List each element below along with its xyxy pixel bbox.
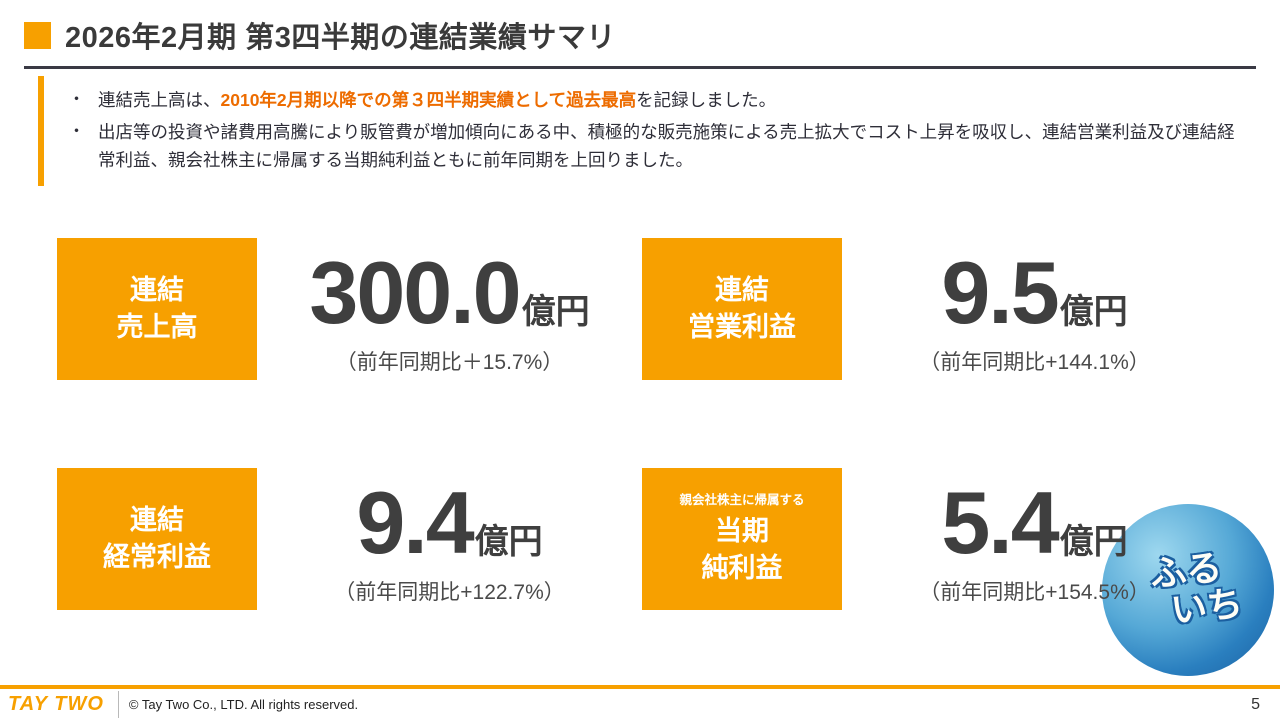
metric-label-line: 売上高 [116,312,198,342]
metric-value: 300.0 [309,243,521,342]
metric-unit: 億円 [1059,523,1128,561]
metric-yoy: （前年同期比+144.1%） [919,351,1150,374]
metric-value-line: 9.4億円 [263,472,636,574]
metric-net-sales: 連結 売上高 300.0億円 （前年同期比＋15.7%） [57,238,642,380]
bullet-marker: ・ [68,122,85,141]
metric-label-small: 親会社株主に帰属する [679,493,805,508]
metric-net-income-value: 5.4億円 （前年同期比+154.5%） [842,472,1227,606]
summary-bullet-2-text: 出店等の投資や諸費用高騰により販管費が増加傾向にある中、積極的な販売施策による売… [98,122,1235,170]
metric-label-line: 連結 [715,274,769,305]
metric-label-line: 営業利益 [688,312,796,342]
metric-label-line: 連結 [130,274,184,305]
copyright-text: © Tay Two Co., LTD. All rights reserved. [128,697,359,712]
metric-label-line: 当期 [715,515,769,546]
metric-unit: 億円 [474,523,543,561]
slide-footer: TAY TWO © Tay Two Co., LTD. All rights r… [0,685,1280,720]
metric-value-line: 300.0億円 [263,242,636,344]
metric-net-sales-value: 300.0億円 （前年同期比＋15.7%） [257,242,642,376]
metrics-grid: 連結 売上高 300.0億円 （前年同期比＋15.7%） 連結 営業利益 9.5… [57,238,1227,610]
bullet-1-highlight: 2010年2月期以降での第３四半期実績として過去最高 [220,90,637,110]
metric-net-income-label-box: 親会社株主に帰属する 当期 純利益 [642,468,842,610]
metric-operating-income-value: 9.5億円 （前年同期比+144.1%） [842,242,1227,376]
summary-box: ・ 連結売上高は、2010年2月期以降での第３四半期実績として過去最高を記録しま… [38,76,1236,186]
slide-header: 2026年2月期 第3四半期の連結業績サマリ [24,8,1256,69]
metric-ordinary-income: 連結 経常利益 9.4億円 （前年同期比+122.7%） [57,468,642,610]
title-accent-square [24,21,51,49]
metric-net-income: 親会社株主に帰属する 当期 純利益 5.4億円 （前年同期比+154.5%） [642,468,1227,610]
metric-unit: 億円 [521,293,590,331]
bullet-1-suffix: を記録しました。 [636,90,777,110]
summary-bullet-1-text: 連結売上高は、2010年2月期以降での第３四半期実績として過去最高を記録しました… [98,86,776,114]
page-number: 5 [1251,695,1260,713]
metric-value-line: 5.4億円 [848,472,1221,574]
summary-bullet-1: ・ 連結売上高は、2010年2月期以降での第３四半期実績として過去最高を記録しま… [68,86,1236,114]
metric-yoy: （前年同期比+154.5%） [919,581,1150,604]
bullet-marker: ・ [68,90,85,109]
metric-net-sales-label-box: 連結 売上高 [57,238,257,380]
metric-label-line: 経常利益 [103,542,211,572]
taytwo-logo: TAY TWO [0,691,119,718]
metric-value: 5.4 [941,473,1059,572]
metric-ordinary-income-value: 9.4億円 （前年同期比+122.7%） [257,472,642,606]
metric-unit: 億円 [1059,293,1128,331]
bullet-1-prefix: 連結売上高は、 [98,90,221,110]
metric-ordinary-income-label-box: 連結 経常利益 [57,468,257,610]
metric-yoy: （前年同期比+122.7%） [334,581,565,604]
metric-value: 9.5 [941,243,1059,342]
metric-yoy: （前年同期比＋15.7%） [335,351,564,374]
page-title: 2026年2月期 第3四半期の連結業績サマリ [65,22,616,54]
metric-label-line: 純利益 [701,552,783,583]
metric-operating-income: 連結 営業利益 9.5億円 （前年同期比+144.1%） [642,238,1227,380]
metric-label-line: 連結 [130,504,184,535]
summary-bullet-2: ・ 出店等の投資や諸費用高騰により販管費が増加傾向にある中、積極的な販売施策によ… [68,118,1236,174]
metric-value: 9.4 [356,473,474,572]
metric-operating-income-label-box: 連結 営業利益 [642,238,842,380]
metric-value-line: 9.5億円 [848,242,1221,344]
